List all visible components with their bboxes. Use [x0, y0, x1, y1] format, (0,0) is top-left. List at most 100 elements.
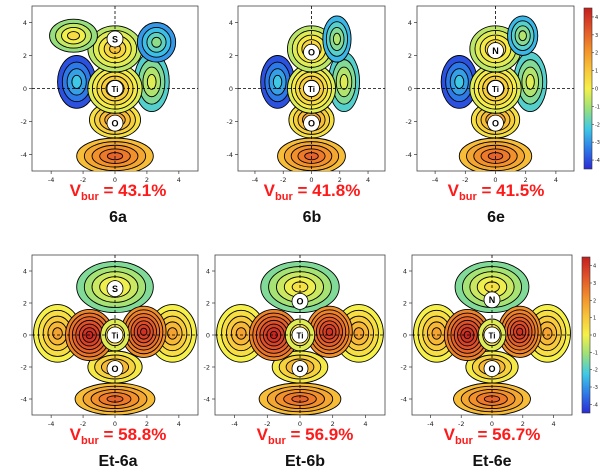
- contour-line: [71, 74, 82, 89]
- x-tick-label: -4: [48, 420, 54, 428]
- compound-label: Et-6b: [285, 453, 325, 470]
- atom-ti-marker: Ti: [487, 80, 504, 97]
- contour-line: [67, 31, 80, 41]
- y-tick-label: -4: [21, 151, 27, 159]
- colorbar-tick-label: 2: [593, 298, 596, 304]
- colorbar-tick-label: -1: [593, 350, 598, 356]
- atom-label: O: [308, 48, 315, 58]
- contour-line: [325, 327, 334, 336]
- atom-ti-marker: Ti: [483, 326, 501, 344]
- contour-line: [353, 327, 365, 340]
- colorbar-tick-label: -1: [595, 104, 600, 110]
- x-tick-label: 2: [145, 176, 149, 184]
- atom-label: S: [112, 34, 118, 44]
- colorbar-tick-label: 1: [595, 69, 598, 75]
- contour-line: [140, 327, 148, 336]
- contour-line: [431, 327, 442, 340]
- atom-o-marker: O: [487, 114, 504, 132]
- vbur-value: Vbur = 41.8%: [264, 181, 361, 203]
- y-tick-label: 2: [23, 52, 27, 60]
- x-tick-label: 0: [113, 420, 117, 428]
- atom-label: Ti: [308, 85, 315, 94]
- x-tick-label: -4: [252, 176, 258, 184]
- x-tick-label: 0: [493, 176, 497, 184]
- atom-o-marker: O: [483, 360, 501, 378]
- y-tick-label: 4: [206, 267, 210, 275]
- atom-ti-marker: Ti: [106, 80, 124, 97]
- colorbar-tick-label: -2: [593, 368, 598, 374]
- x-tick-label: 4: [554, 176, 558, 184]
- y-tick-label: 2: [403, 299, 407, 307]
- y-tick-label: -2: [204, 363, 210, 371]
- steric-contours: [49, 18, 177, 171]
- contour-line: [146, 74, 157, 90]
- atom-label: N: [489, 295, 496, 305]
- contour-line: [454, 74, 465, 89]
- y-tick-label: -2: [21, 363, 27, 371]
- colorbar-tick-label: -2: [595, 122, 600, 128]
- x-tick-label: -4: [48, 176, 54, 184]
- atom-label: Ti: [492, 85, 499, 94]
- x-tick-label: -2: [80, 176, 86, 184]
- atom-s-marker: S: [106, 30, 124, 48]
- atom-ti-marker: Ti: [106, 326, 124, 344]
- atom-label: O: [111, 118, 118, 128]
- x-tick-label: 2: [331, 420, 335, 428]
- y-tick-label: 0: [23, 85, 27, 93]
- compound-label: 6e: [487, 209, 505, 226]
- y-tick-label: -2: [21, 118, 27, 126]
- steric-map-et-6a: -4 -2 0 2 4 4 2 0 -2 -4 S Ti O Vbur = 58.8% Et-6a: [21, 254, 199, 470]
- y-tick-label: 4: [229, 19, 233, 27]
- y-tick-label: 0: [229, 85, 233, 93]
- contour-line: [52, 327, 63, 340]
- x-tick-label: 4: [177, 420, 181, 428]
- contour-line: [272, 74, 283, 89]
- y-tick-label: -4: [21, 395, 27, 403]
- atom-label: Ti: [112, 331, 119, 340]
- contour-line: [516, 327, 524, 336]
- x-tick-label: -2: [458, 420, 464, 428]
- colorbar: 4 3 2 1 0 -1 -2 -3 -4: [581, 256, 598, 414]
- atom-label: O: [492, 118, 499, 128]
- x-tick-label: 2: [338, 176, 342, 184]
- atom-label: O: [111, 364, 118, 374]
- x-tick-label: 4: [177, 176, 181, 184]
- colorbar-tick-label: 4: [595, 15, 598, 21]
- y-tick-label: -2: [406, 118, 412, 126]
- atom-n-marker: N: [487, 42, 504, 59]
- vbur-value: Vbur = 41.5%: [448, 181, 545, 203]
- vbur-value: Vbur = 56.9%: [257, 425, 354, 447]
- compound-label: Et-6e: [472, 453, 511, 470]
- contour-line: [235, 327, 247, 340]
- colorbar: 4 3 2 1 0 -1 -2 -3 -4: [583, 7, 600, 170]
- atom-o-marker: O: [291, 292, 309, 310]
- x-tick-label: 0: [309, 176, 313, 184]
- x-tick-label: -2: [462, 176, 468, 184]
- y-tick-label: -4: [401, 395, 407, 403]
- y-tick-label: 2: [23, 299, 27, 307]
- x-tick-label: -2: [264, 420, 270, 428]
- colorbar-tick-label: 3: [595, 33, 598, 39]
- contour-line: [339, 74, 349, 90]
- x-tick-label: 0: [298, 420, 302, 428]
- x-tick-label: 0: [113, 176, 117, 184]
- colorbar-tick-label: -3: [593, 385, 598, 391]
- atom-n-marker: N: [483, 291, 501, 309]
- atom-ti-marker: Ti: [303, 80, 320, 97]
- colorbar-tick-label: 0: [593, 333, 596, 339]
- y-tick-label: 4: [408, 19, 412, 27]
- colorbar-tick-label: -4: [593, 402, 598, 408]
- x-tick-label: 2: [521, 420, 525, 428]
- atom-label: S: [112, 284, 118, 294]
- x-tick-label: -2: [280, 176, 286, 184]
- steric-map-et-6e: -4 -2 0 2 4 4 2 0 -2 -4 N Ti O 4 3 2 1 0 -1 -2 -3 -4 Vbur = 56…: [401, 254, 598, 470]
- atom-o-marker: O: [303, 114, 320, 132]
- y-tick-label: -2: [401, 363, 407, 371]
- atom-o-marker: O: [106, 360, 124, 378]
- y-tick-label: -4: [204, 395, 210, 403]
- compound-label: Et-6a: [98, 453, 137, 470]
- vbur-value: Vbur = 58.8%: [70, 425, 167, 447]
- contour-line: [167, 327, 178, 340]
- y-tick-label: 4: [23, 267, 27, 275]
